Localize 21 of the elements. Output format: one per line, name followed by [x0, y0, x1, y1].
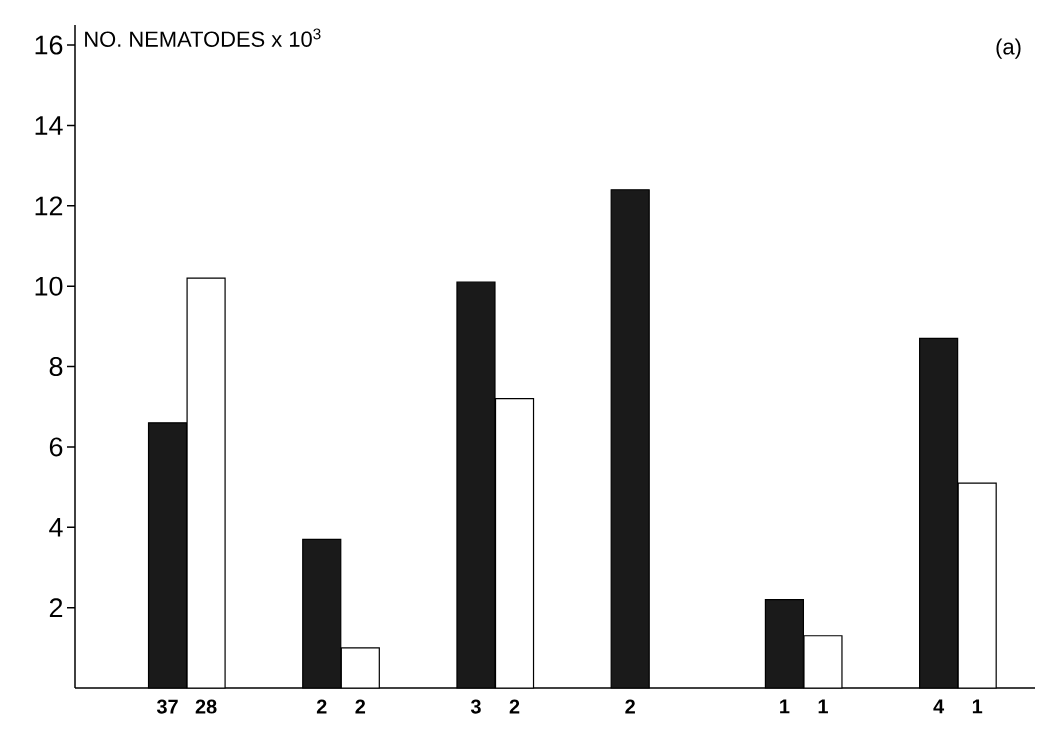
y-tick-label: 10 — [35, 276, 63, 296]
x-tick-label: 2 — [625, 699, 635, 714]
y-tick-label: 12 — [35, 196, 63, 216]
y-tick-label: 2 — [49, 598, 63, 618]
x-tick-label: 4 — [933, 699, 945, 714]
x-tick-label: 28 — [195, 699, 217, 714]
y-axis-title: NO. NEMATODES x 10$^{3}$ — [85, 28, 321, 47]
x-tick-label: 37 — [156, 699, 178, 714]
y-tick-label: 6 — [49, 437, 63, 457]
annotation: (a) — [996, 38, 1021, 59]
x-tick-label: 2 — [355, 699, 366, 714]
x-tick-label: 1 — [818, 699, 828, 714]
y-tick-label: 8 — [49, 357, 63, 377]
y-tick-label: 14 — [35, 116, 63, 135]
y-tick-label: 4 — [49, 518, 63, 537]
y-tick-label: 16 — [35, 35, 63, 55]
x-tick-label: 1 — [780, 699, 790, 714]
x-tick-label: 1 — [972, 699, 983, 714]
x-tick-label: 2 — [316, 699, 327, 714]
x-tick-label: 2 — [509, 699, 520, 714]
x-tick-label: 3 — [470, 699, 481, 714]
